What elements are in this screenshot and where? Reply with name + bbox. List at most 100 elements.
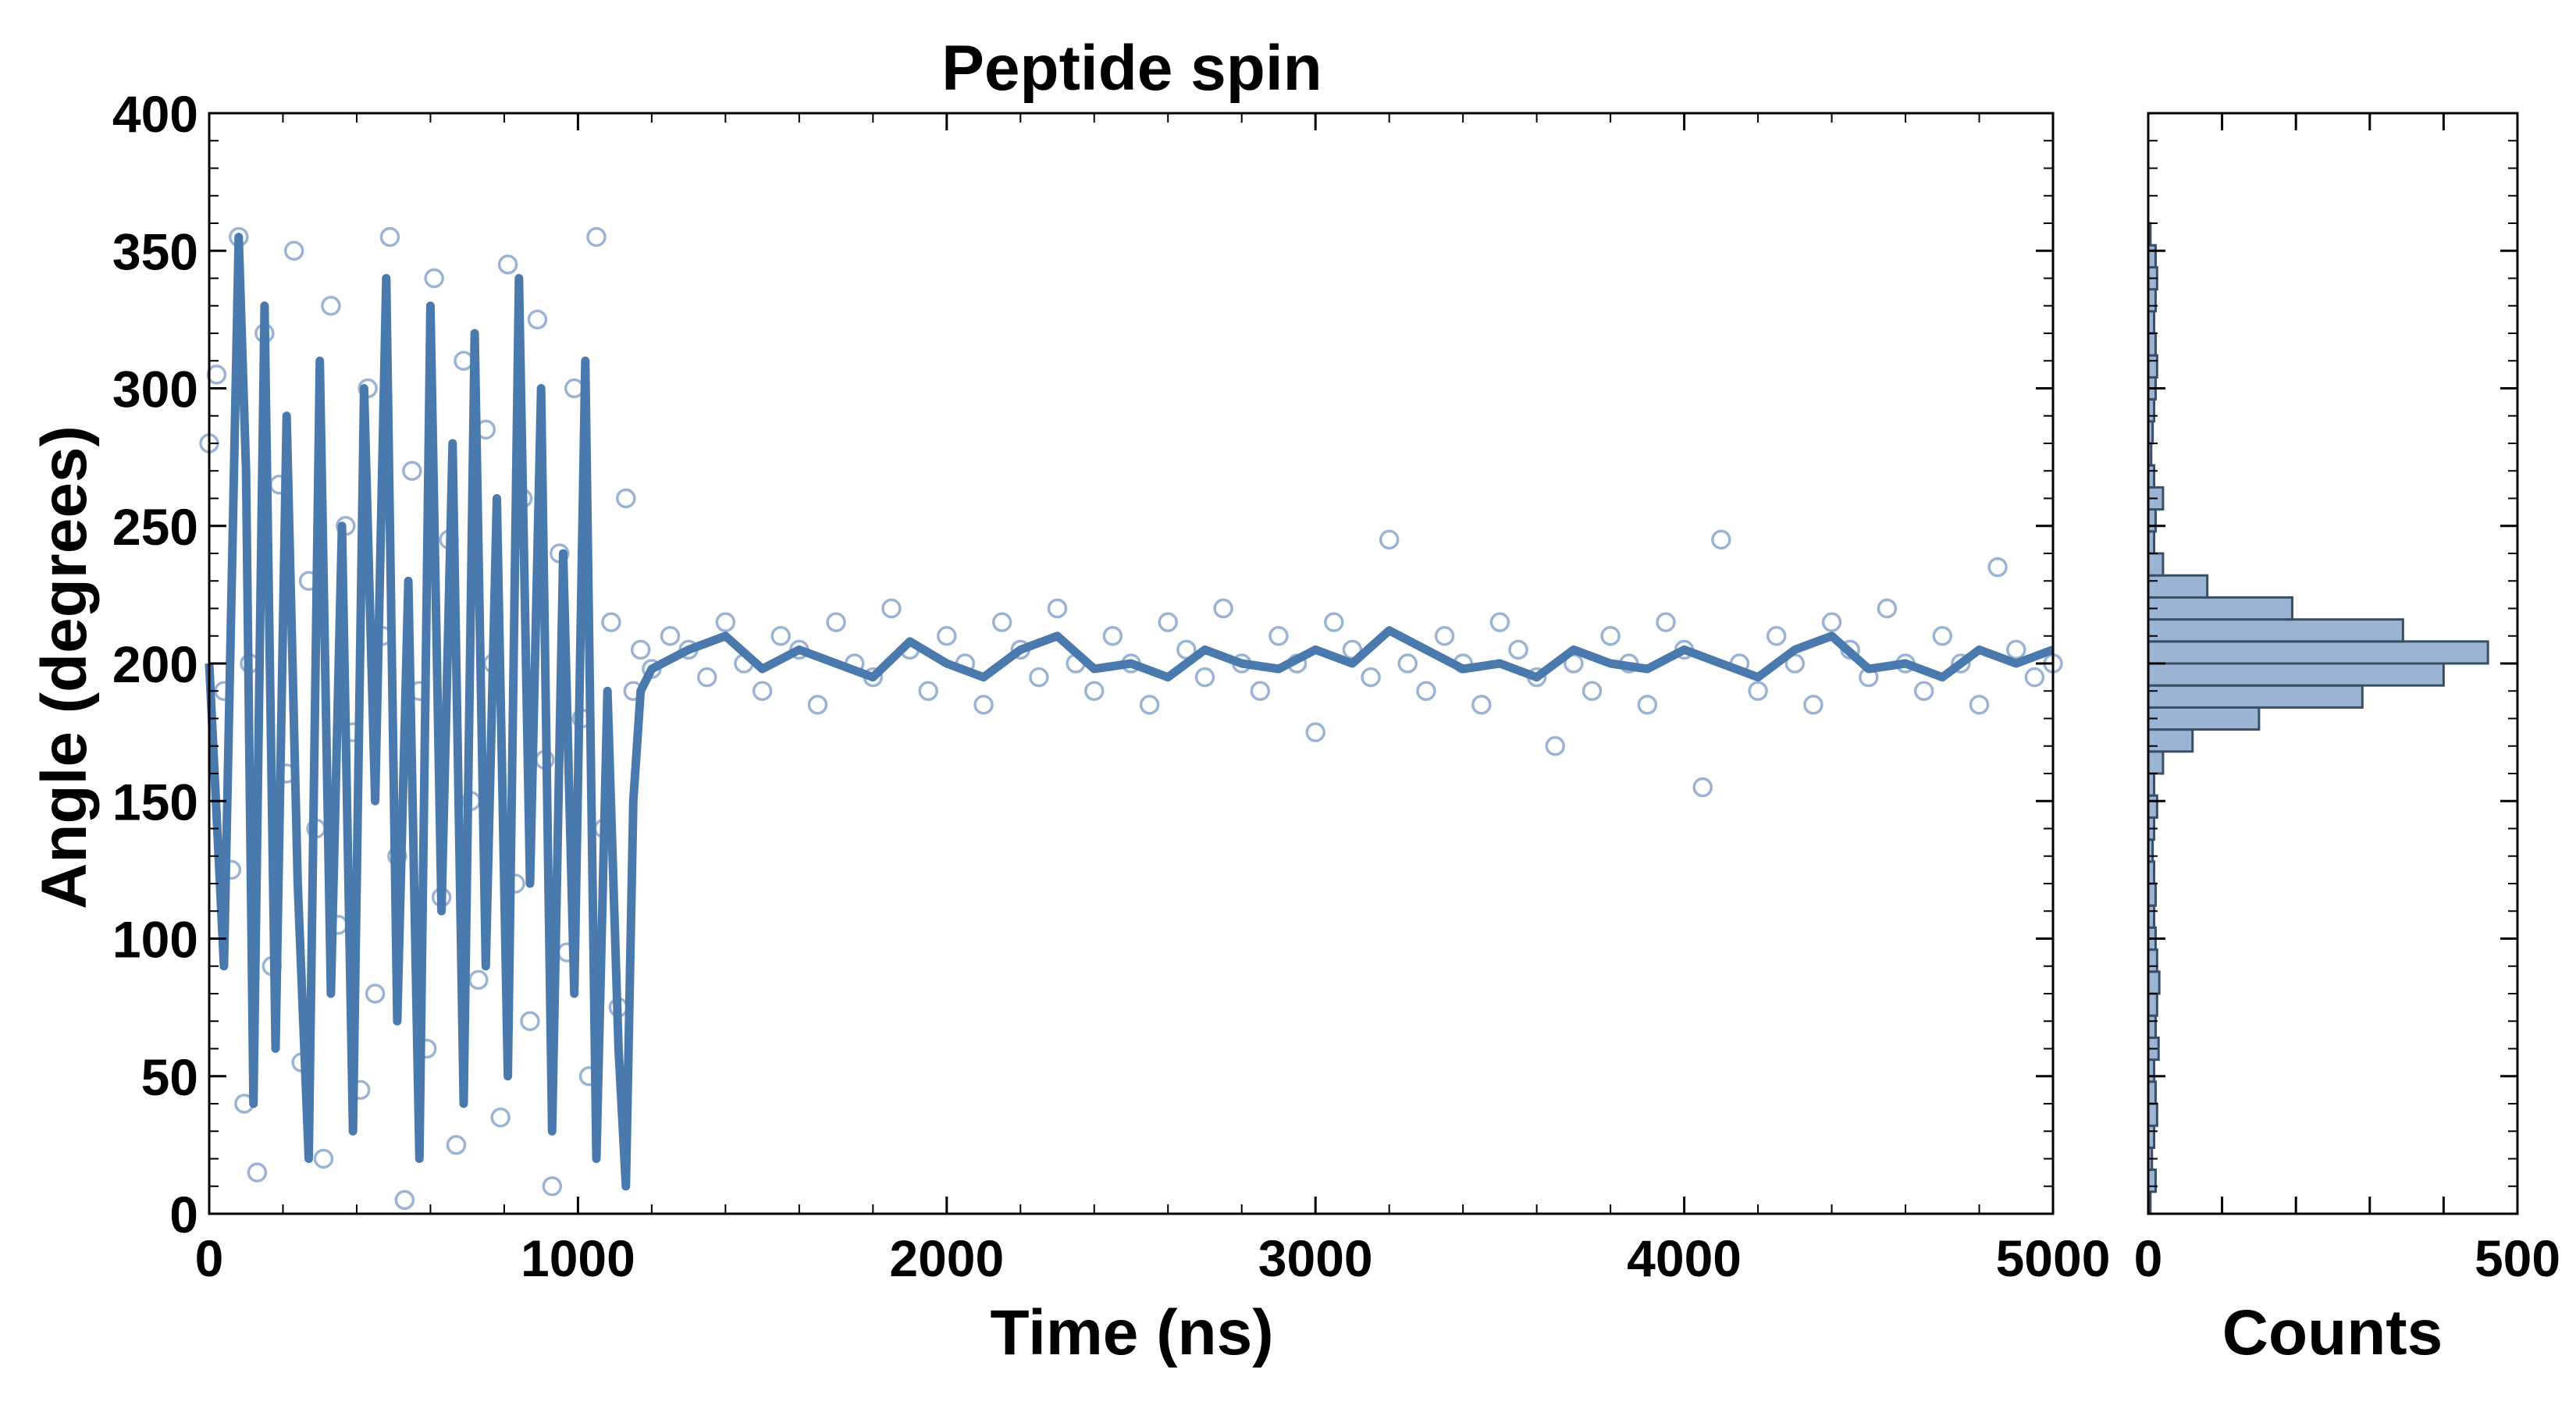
y-axis-ticks: 0 50 100 150 200 250 300 350 400 bbox=[112, 85, 2053, 1243]
scatter-point bbox=[1250, 681, 1271, 701]
scatter-point bbox=[1084, 681, 1105, 701]
scatter-point bbox=[826, 612, 846, 632]
scatter-point bbox=[454, 350, 474, 371]
histogram-bar bbox=[2147, 684, 2364, 709]
scatter-point bbox=[1987, 557, 2008, 578]
scatter-point bbox=[520, 1011, 540, 1031]
scatter-point bbox=[365, 984, 386, 1004]
scatter-point bbox=[446, 1135, 467, 1155]
histogram-x-tick-label: 500 bbox=[2475, 1229, 2560, 1287]
scatter-point bbox=[2006, 639, 2026, 660]
scatter-point bbox=[1213, 598, 1233, 619]
y-tick-label: 300 bbox=[112, 361, 198, 418]
scatter-point bbox=[1324, 612, 1344, 632]
histogram-bar bbox=[2147, 596, 2293, 621]
smoothed-line bbox=[205, 233, 2055, 1191]
histogram-bar bbox=[2147, 970, 2161, 995]
y-tick-label: 0 bbox=[169, 1186, 198, 1243]
x-axis-label: Time (ns) bbox=[991, 1297, 1274, 1368]
scatter-point bbox=[527, 309, 548, 330]
y-tick-label: 350 bbox=[112, 222, 198, 280]
scatter-point bbox=[1582, 681, 1603, 701]
scatter-point bbox=[1913, 681, 1934, 701]
y-tick-label: 250 bbox=[112, 498, 198, 556]
histogram-bar bbox=[2147, 948, 2158, 973]
histogram-bar bbox=[2147, 794, 2158, 819]
scatter-point bbox=[2024, 667, 2045, 688]
scatter-point bbox=[394, 1190, 415, 1211]
scatter-point bbox=[1656, 612, 1676, 632]
scatter-point bbox=[918, 681, 938, 701]
scatter-point bbox=[542, 1176, 563, 1197]
scatter-point bbox=[490, 1107, 511, 1128]
scatter-point bbox=[313, 1148, 334, 1169]
scatter-point bbox=[881, 598, 902, 619]
y-tick-label: 200 bbox=[112, 635, 198, 693]
histogram-bar bbox=[2147, 750, 2165, 775]
scatter-point bbox=[1489, 612, 1510, 632]
x-tick-label: 1000 bbox=[521, 1229, 635, 1287]
histogram-bars bbox=[2147, 222, 2489, 1215]
scatter-point bbox=[1416, 681, 1436, 701]
scatter-point bbox=[1268, 626, 1289, 646]
scatter-point bbox=[1361, 667, 1381, 688]
scatter-point bbox=[601, 612, 621, 632]
histogram-bar bbox=[2147, 728, 2194, 753]
scatter-point bbox=[1932, 626, 1953, 646]
histogram-bar bbox=[2147, 574, 2209, 599]
x-tick-label: 3000 bbox=[1258, 1229, 1373, 1287]
scatter-point bbox=[1047, 598, 1068, 619]
histogram-bar bbox=[2147, 706, 2261, 731]
histogram-bar bbox=[2147, 618, 2404, 643]
scatter-point bbox=[283, 240, 304, 261]
histogram-bar bbox=[2147, 1102, 2158, 1127]
scatter-point bbox=[1508, 639, 1528, 660]
scatter-point bbox=[1877, 598, 1898, 619]
histogram-bar bbox=[2147, 640, 2489, 665]
chart-title: Peptide spin bbox=[941, 33, 1322, 104]
scatter-point bbox=[1471, 695, 1492, 715]
scatter-point bbox=[1379, 529, 1400, 550]
histogram-y-ticks bbox=[2148, 140, 2517, 1187]
histogram-x-tick-label: 0 bbox=[2134, 1229, 2163, 1287]
scatter-point bbox=[1637, 695, 1658, 715]
y-tick-label: 150 bbox=[112, 773, 198, 831]
histogram-plot: 0 500 bbox=[2134, 112, 2560, 1287]
histogram-bar bbox=[2147, 552, 2165, 577]
scatter-point bbox=[1158, 612, 1178, 632]
scatter-point bbox=[1951, 653, 1971, 674]
scatter-point bbox=[564, 378, 585, 399]
scatter-point bbox=[715, 612, 736, 632]
scatter-point bbox=[696, 667, 717, 688]
x-axis-ticks: 0 1000 2000 3000 4000 5000 bbox=[195, 113, 2111, 1287]
scatter-point bbox=[1803, 695, 1823, 715]
time-series-plot: 0 1000 2000 3000 4000 5000 0 50 100 150 200 250 300… bbox=[112, 85, 2111, 1287]
x-tick-label: 2000 bbox=[889, 1229, 1004, 1287]
x-tick-label: 4000 bbox=[1627, 1229, 1742, 1287]
scatter-point bbox=[206, 365, 227, 385]
scatter-point bbox=[807, 695, 828, 715]
x-tick-label: 5000 bbox=[1996, 1229, 2111, 1287]
scatter-point bbox=[1305, 722, 1325, 742]
scatter-point bbox=[1029, 667, 1049, 688]
scatter-point bbox=[321, 296, 341, 316]
scatter-point bbox=[1397, 653, 1418, 674]
scatter-point bbox=[468, 969, 489, 991]
scatter-point bbox=[937, 626, 957, 646]
scatter-point bbox=[402, 461, 422, 481]
y-tick-label: 400 bbox=[112, 85, 198, 143]
scatter-point bbox=[424, 268, 444, 289]
y-tick-label: 100 bbox=[112, 911, 198, 969]
scatter-point bbox=[616, 488, 636, 509]
scatter-point bbox=[1711, 529, 1731, 550]
scatter-point bbox=[991, 612, 1012, 632]
scatter-point bbox=[1600, 626, 1621, 646]
scatter-point bbox=[1692, 777, 1713, 798]
scatter-point bbox=[586, 226, 607, 247]
histogram-bar bbox=[2147, 992, 2158, 1017]
scatter-point bbox=[1139, 695, 1160, 715]
scatter-point bbox=[497, 254, 518, 275]
y-axis-label: Angle (degrees) bbox=[29, 425, 100, 909]
scatter-point bbox=[247, 1162, 268, 1183]
scatter-point bbox=[973, 695, 994, 715]
